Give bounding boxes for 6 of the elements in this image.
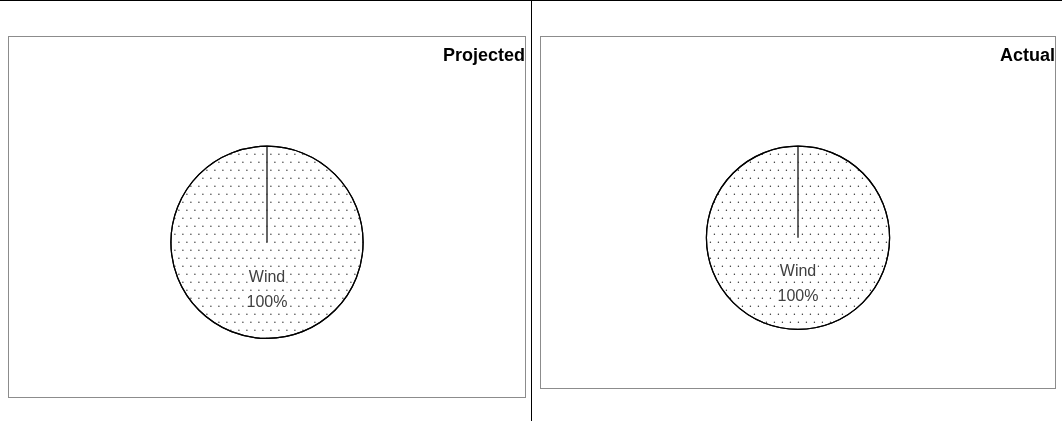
- text: Projected: [442, 44, 525, 65]
- slice-label: Wind: [779, 261, 817, 279]
- data-label: 100%: [246, 293, 288, 311]
- text: Actual: [999, 44, 1055, 65]
- slice-label: Wind: [248, 268, 286, 286]
- data-label: 100%: [777, 286, 819, 304]
